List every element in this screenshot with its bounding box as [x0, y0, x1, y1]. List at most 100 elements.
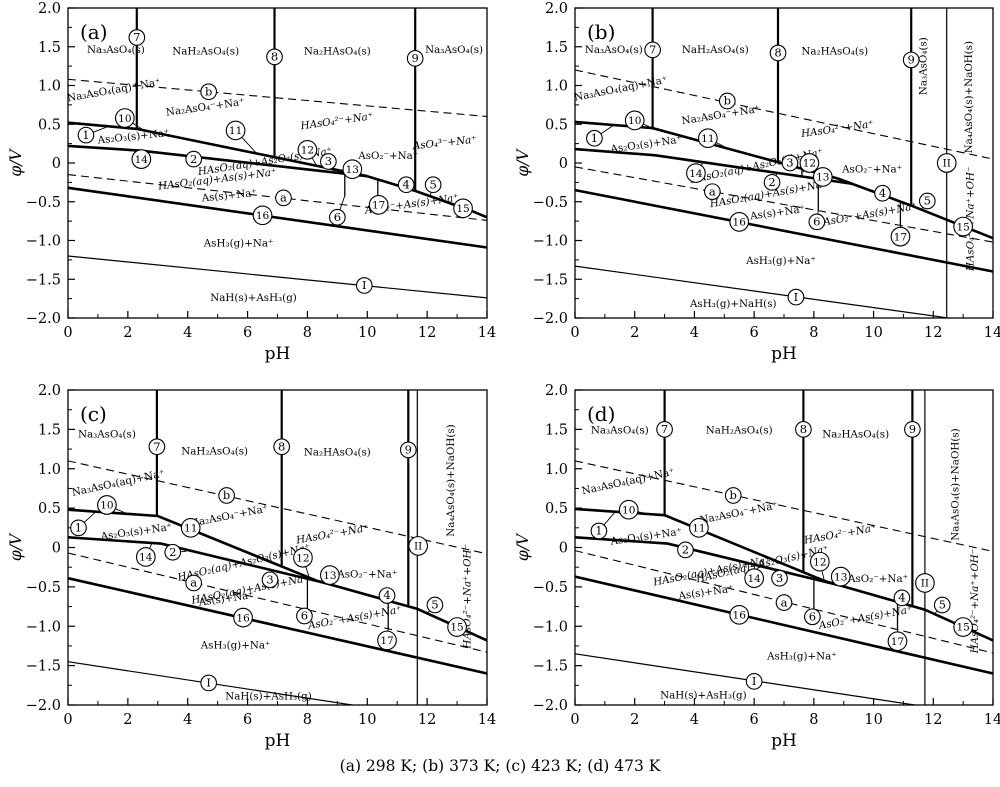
line-number-text: 12 — [813, 556, 826, 568]
line-number-text: 9 — [412, 51, 419, 65]
region-label: Na₄AsO₄(s)+NaOH(s) — [950, 428, 962, 540]
panel-c: 0 2 4 6 8 10 12 142.01.51.00.50−0.5−1.0−1.5−2.0… — [7, 383, 496, 751]
line-number-text: 16 — [733, 610, 747, 622]
line-number-marker — [677, 541, 694, 559]
line-number-marker — [618, 499, 639, 520]
y-tick-label: 1.0 — [545, 79, 568, 95]
line-number-text: 10 — [100, 500, 113, 512]
region-label: AsO₂⁻+Na⁺ — [847, 573, 908, 585]
line-number-marker — [729, 604, 750, 625]
line-number-marker — [781, 154, 799, 172]
y-tick-label: 0.5 — [545, 117, 568, 133]
region-label: HAsO₄²⁻+Na⁺+OH⁻ — [965, 167, 977, 273]
region-label: Na₃AsO₄(aq)+Na⁺ — [66, 76, 161, 104]
line-number-text: II — [943, 158, 951, 170]
line-number-text: 14 — [139, 552, 153, 564]
x-tick-label: 4 — [183, 712, 192, 728]
line-number-marker — [128, 29, 146, 46]
line-number-marker — [275, 189, 292, 207]
line-number-marker — [624, 110, 645, 131]
line-number-text: 13 — [816, 172, 829, 184]
line-number-text: 8 — [774, 46, 781, 60]
line-number-text: 15 — [956, 622, 969, 634]
y-axis-label: φ/V — [7, 532, 25, 561]
line-number-marker — [453, 198, 473, 219]
panel-tag: (c) — [80, 402, 107, 426]
line-number-text: 8 — [800, 422, 807, 436]
line-number-marker — [874, 184, 891, 202]
x-tick-label: 14 — [478, 712, 496, 728]
line-number-text: 4 — [898, 591, 905, 605]
x-tick-label: 10 — [358, 712, 376, 728]
x-tick-label: 10 — [358, 325, 376, 341]
line-number-text: 7 — [661, 422, 668, 436]
line-number-marker — [689, 517, 709, 538]
line-number-marker — [763, 174, 781, 191]
line-number-text: 13 — [323, 570, 336, 582]
line-number-text: a — [709, 184, 716, 198]
axes: 0 2 4 6 8 10 12 142.01.51.00.50−0.5−1.0−1.5−2.0… — [7, 1, 496, 364]
x-tick-label: 6 — [750, 325, 759, 341]
line-number-marker — [180, 517, 201, 538]
line-number-text: 9 — [405, 443, 412, 457]
y-tick-label: 0 — [559, 156, 568, 172]
line-number-marker — [656, 421, 673, 438]
boundary-line — [574, 653, 923, 706]
region-label: Na₂AsO₄⁻+Na⁺ — [189, 503, 269, 530]
y-tick-label: 0.5 — [545, 501, 568, 517]
line-number-text: 14 — [689, 168, 703, 180]
line-number-text: 10 — [118, 113, 131, 125]
line-number-text: 5 — [924, 194, 931, 208]
x-tick-label: 2 — [123, 712, 132, 728]
line-number-text: 12 — [803, 158, 816, 170]
line-number-text: 11 — [701, 133, 714, 145]
line-number-text: 5 — [429, 177, 436, 191]
line-number-text: 9 — [909, 422, 916, 436]
region-label: AsH₃(g)+NaH(s) — [689, 298, 777, 310]
line-number-marker — [787, 288, 805, 306]
line-number-marker — [397, 176, 415, 194]
y-tick-label: −1.5 — [26, 272, 61, 288]
panel-tag: (b) — [587, 20, 615, 44]
line-number-marker — [644, 41, 661, 59]
line-number-marker — [745, 673, 763, 690]
line-number-marker — [164, 543, 182, 561]
dashed-equilibrium-line — [574, 460, 994, 552]
line-number-marker — [809, 551, 830, 572]
line-number-text: 2 — [169, 545, 176, 559]
region-label: NaH(s)+AsH₃(g) — [660, 690, 747, 702]
line-number-text: 4 — [403, 177, 410, 191]
line-number-text: 8 — [278, 439, 285, 453]
region-label: NaH(s)+AsH₃(g) — [225, 690, 312, 702]
y-tick-label: 0 — [52, 541, 61, 557]
line-number-text: I — [752, 674, 757, 688]
line-number-marker — [368, 195, 389, 215]
line-number-text: 17 — [372, 200, 385, 212]
region-label: AsH₃(g)+Na⁺ — [766, 650, 837, 662]
region-label: AsH₃(g)+Na⁺ — [745, 255, 816, 267]
y-tick-label: −1.5 — [26, 659, 61, 675]
region-label: AsH₃(g)+Na⁺ — [200, 639, 271, 651]
panel-a: 0 2 4 6 8 10 12 142.01.51.00.50−0.5−1.0−1.5−2.0… — [7, 1, 496, 364]
y-tick-label: −2.0 — [533, 698, 568, 714]
region-label: Na₃AsO₄(s) — [87, 44, 145, 56]
line-number-text: b — [223, 488, 230, 502]
line-number-marker — [902, 51, 920, 69]
boundary-line — [67, 255, 488, 299]
x-axis-label: pH — [265, 344, 291, 364]
region-label: HAsO₄²⁻+Na⁺ — [802, 522, 877, 547]
region-label: As₂O₃(s)+Na⁺ — [96, 127, 170, 147]
x-tick-label: 14 — [478, 325, 496, 341]
boundary-line — [574, 265, 957, 319]
y-tick-label: 0 — [559, 541, 568, 557]
line-number-text: a — [190, 576, 197, 590]
region-label: NaH₂AsO₄(s) — [706, 424, 773, 436]
x-tick-label: 0 — [570, 325, 579, 341]
region-label: AsO₂⁻+Na⁺ — [336, 568, 397, 580]
line-number-text: 3 — [776, 571, 783, 585]
region-label: Na₃AsO₄(s) — [425, 44, 483, 56]
line-number-marker — [686, 163, 706, 183]
region-label: Na₄AsO₄(s)+NaOH(s) — [445, 424, 457, 536]
y-tick-label: −0.5 — [26, 580, 61, 596]
x-axis-label: pH — [771, 344, 797, 364]
